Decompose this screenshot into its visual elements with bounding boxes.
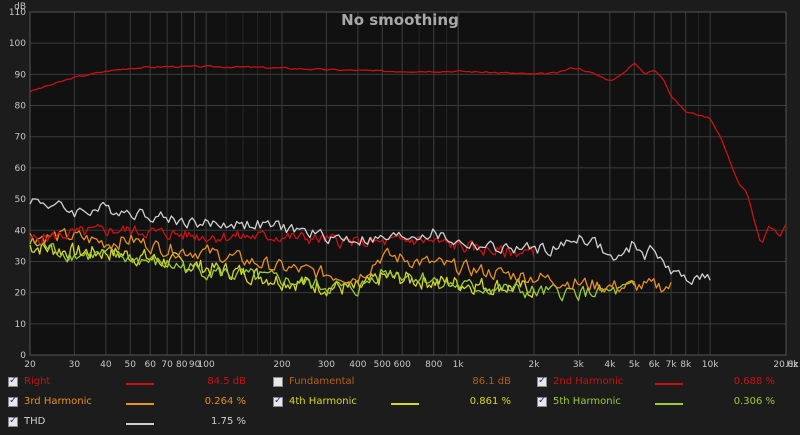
y-tick-label: 110 [9,8,26,18]
legend-line-2nd-harmonic [655,383,683,385]
plot-area [30,12,786,355]
legend-line-right [126,383,154,385]
legend-value-4th-harmonic: 0.861 % [469,396,511,407]
legend-label-2nd-harmonic: 2nd Harmonic [553,376,624,387]
x-tick-label: 2k [529,360,541,370]
x-tick-label: 30 [69,360,81,370]
y-tick-label: 90 [15,70,27,80]
legend-label-fundamental: Fundamental [289,376,355,387]
legend-label-3rd-harmonic: 3rd Harmonic [24,396,92,407]
y-unit-label: dB [14,2,26,12]
x-tick-label: 600 [394,360,411,370]
4th-harmonic-checkbox[interactable] [273,395,283,407]
series-line-5th-harmonic [29,237,635,302]
series-line-thd [29,198,711,285]
x-tick-label: 300 [318,360,335,370]
legend-value-3rd-harmonic: 0.264 % [204,396,246,407]
x-tick-label: 70 [161,360,173,370]
right-checkbox[interactable] [8,375,18,387]
legend-label-5th-harmonic: 5th Harmonic [553,396,621,407]
legend-value-5th-harmonic: 0.306 % [733,396,775,407]
series-line-3rd-harmonic [29,227,672,293]
chart-title: No smoothing [341,11,459,29]
thd-checkbox[interactable] [8,415,18,427]
x-tick-label: 20.0k [773,360,799,370]
x-tick-label: 60 [145,360,157,370]
series-line-2nd-harmonic [29,223,535,258]
x-tick-label: 3k [573,360,585,370]
plot-border [29,11,787,356]
y-tick-label: 0 [20,351,26,361]
x-tick-label: 20 [24,360,36,370]
legend-label-4th-harmonic: 4th Harmonic [289,396,357,407]
y-tick-label: 60 [15,164,27,174]
x-tick-label: 8k [680,360,692,370]
x-tick-label: 50 [125,360,137,370]
x-unit-label: Hz [787,360,799,370]
legend-line-3rd-harmonic [126,403,154,405]
5th-harmonic-checkbox[interactable] [537,395,547,407]
y-tick-label: 100 [9,39,26,49]
x-tick-label: 4k [604,360,616,370]
legend-line-thd [126,423,154,425]
x-tick-label: 400 [349,360,366,370]
y-tick-label: 70 [15,133,27,143]
x-tick-label: 7k [666,360,678,370]
legend-label-thd: THD [24,416,46,427]
x-tick-label: 200 [273,360,290,370]
3rd-harmonic-checkbox[interactable] [8,395,18,407]
frequency-response-chart: 0 10 20 30 40 50 60 70 80 90 100 110 20 30 40 50 60 70 80 9… [9,2,800,370]
series-line-right [29,62,787,243]
y-tick-label: 20 [15,289,27,299]
x-tick-label: 5k [629,360,641,370]
x-tick-label: 6k [649,360,661,370]
y-tick-label: 40 [15,226,27,236]
x-tick-label: 800 [425,360,442,370]
x-tick-label: 80 [176,360,188,370]
x-tick-label: 40 [100,360,112,370]
x-tick-label: 500 [374,360,391,370]
x-tick-label: 1k [453,360,465,370]
legend-value-2nd-harmonic: 0.688 % [733,376,775,387]
x-tick-label: 10k [702,360,719,370]
y-tick-label: 80 [15,102,27,112]
x-tick-label: 100 [198,360,215,370]
legend-line-4th-harmonic [391,403,419,405]
legend-value-fundamental: 86.1 dB [472,376,511,387]
legend-line-5th-harmonic [655,403,683,405]
legend-value-thd: 1.75 % [211,416,246,427]
legend-value-right: 84.5 dB [207,376,246,387]
2nd-harmonic-checkbox[interactable] [537,375,547,387]
x-tick-label: 90 [189,360,201,370]
fundamental-checkbox[interactable] [273,377,283,387]
legend-label-right: Right [24,376,51,387]
y-tick-label: 10 [15,320,27,330]
y-tick-label: 30 [15,257,27,267]
y-tick-label: 50 [15,195,27,205]
legend-panel: Right 84.5 dB Fundamental 86.1 dB 2nd Ha… [0,370,800,435]
